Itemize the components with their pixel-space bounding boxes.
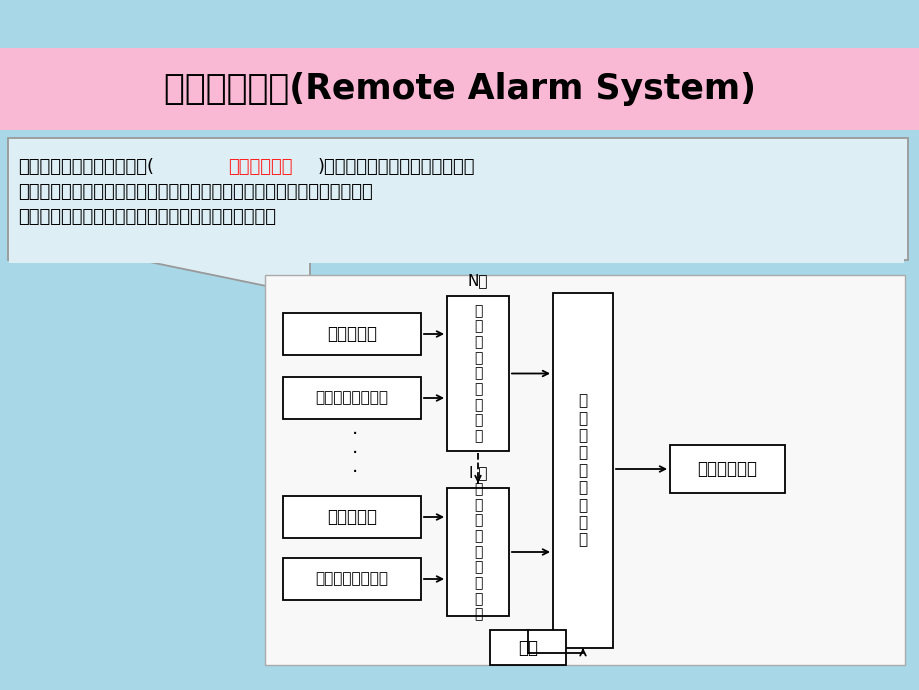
- Text: 应用于中等区域的火灾报警(: 应用于中等区域的火灾报警(: [18, 158, 153, 176]
- Bar: [669, 445, 784, 493]
- Text: 集中报警系统(Remote Alarm System): 集中报警系统(Remote Alarm System): [164, 72, 755, 106]
- Polygon shape: [140, 260, 310, 295]
- Text: 手动火灾报警按钮: 手动火灾报警按钮: [315, 391, 388, 406]
- Text: 火灾探测器: 火灾探测器: [326, 325, 377, 343]
- Text: 电源: 电源: [517, 638, 538, 656]
- Bar: [265, 275, 904, 665]
- Text: 区
域
火
灾
报
警
控
制
器: 区 域 火 灾 报 警 控 制 器: [473, 304, 482, 443]
- Bar: [8, 138, 907, 260]
- Bar: [9, 255, 903, 263]
- Bar: [283, 558, 421, 600]
- Text: I 区: I 区: [469, 465, 487, 480]
- Text: 几百个报警点: 几百个报警点: [228, 158, 292, 176]
- Text: 火灾探测器: 火灾探测器: [326, 508, 377, 526]
- Bar: [283, 496, 421, 538]
- Bar: [552, 293, 612, 648]
- Bar: [0, 48, 919, 130]
- Text: 灾探测器等组成，是功能较复杂的火灾自动报警系统。: 灾探测器等组成，是功能较复杂的火灾自动报警系统。: [18, 208, 276, 226]
- Text: 集
中
火
灾
报
警
控
制
器: 集 中 火 灾 报 警 控 制 器: [578, 393, 587, 548]
- Bar: [283, 377, 421, 419]
- Bar: [490, 630, 565, 665]
- Bar: [447, 296, 508, 451]
- Text: N区: N区: [467, 273, 488, 288]
- Bar: [283, 313, 421, 355]
- Text: 火灾警报装置: 火灾警报装置: [697, 460, 756, 478]
- Text: 火灾报警控制器和火灾探测器组成，或由火灾报警控制器、区域显示器和火: 火灾报警控制器和火灾探测器组成，或由火灾报警控制器、区域显示器和火: [18, 183, 372, 201]
- Bar: [447, 488, 508, 616]
- Text: 手动火灾报警按钮: 手动火灾报警按钮: [315, 571, 388, 586]
- Text: ·
·
·: · · ·: [351, 424, 357, 482]
- Text: 区
域
火
灾
报
警
控
制
器: 区 域 火 灾 报 警 控 制 器: [473, 482, 482, 622]
- Text: )，由集中火灾报警控制器、区域: )，由集中火灾报警控制器、区域: [318, 158, 475, 176]
